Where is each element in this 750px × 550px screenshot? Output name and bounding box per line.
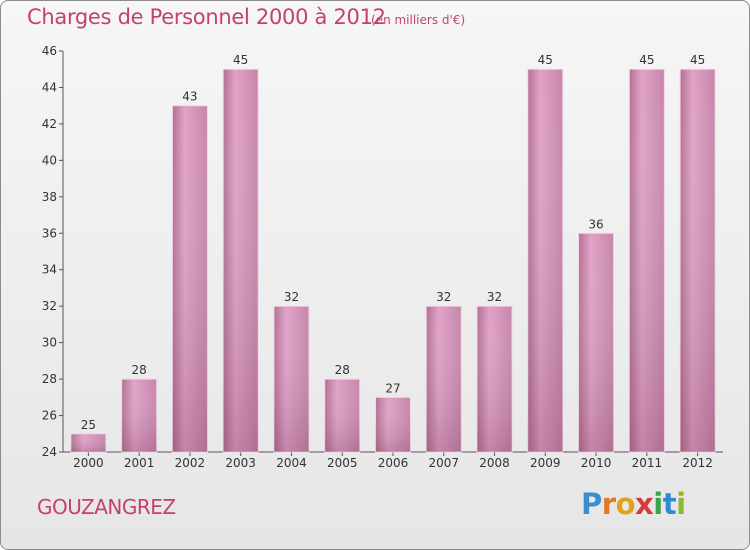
x-tick-label: 2002 bbox=[175, 456, 206, 470]
data-label: 25 bbox=[81, 418, 96, 432]
y-tick-label: 40 bbox=[42, 153, 57, 167]
data-labels: 25 28 43 45 32 28 27 32 32 45 36 45 45 bbox=[81, 53, 706, 432]
bar-shade bbox=[70, 433, 106, 452]
data-label: 45 bbox=[690, 53, 705, 67]
bar-shade bbox=[477, 306, 513, 452]
x-tick-label: 2008 bbox=[479, 456, 510, 470]
data-label: 28 bbox=[132, 363, 147, 377]
data-label: 45 bbox=[233, 53, 248, 67]
x-tick-label: 2001 bbox=[124, 456, 155, 470]
data-label: 32 bbox=[284, 290, 299, 304]
data-label: 28 bbox=[335, 363, 350, 377]
y-tick-label: 36 bbox=[42, 226, 57, 240]
x-tick-label: 2003 bbox=[225, 456, 256, 470]
bar-shade bbox=[578, 233, 614, 452]
y-tick-label: 42 bbox=[42, 117, 57, 131]
chart-unit: (en milliers d'€) bbox=[371, 13, 466, 27]
x-tick-label: 2006 bbox=[378, 456, 409, 470]
y-tick-label: 34 bbox=[42, 263, 57, 277]
y-tick-label: 46 bbox=[42, 44, 57, 58]
data-label: 27 bbox=[385, 381, 400, 395]
y-tick-label: 28 bbox=[42, 372, 57, 386]
y-tick-label: 44 bbox=[42, 80, 57, 94]
bar-shade bbox=[172, 105, 208, 452]
bar-shade bbox=[121, 379, 157, 452]
x-tick-label: 2011 bbox=[632, 456, 663, 470]
y-tick-label: 32 bbox=[42, 299, 57, 313]
x-tick-label: 2007 bbox=[428, 456, 459, 470]
y-tick-label: 38 bbox=[42, 190, 57, 204]
y-tick-label: 26 bbox=[42, 409, 57, 423]
proxiti-logo[interactable]: Proxiti bbox=[581, 487, 686, 521]
data-label: 32 bbox=[487, 290, 502, 304]
bar-shade bbox=[273, 306, 309, 452]
bar-shade bbox=[629, 69, 665, 453]
bar-shade bbox=[375, 397, 411, 452]
y-tick-label: 30 bbox=[42, 336, 57, 350]
chart-title: Charges de Personnel 2000 à 2012 bbox=[27, 5, 386, 29]
bars bbox=[70, 68, 716, 453]
bar-shade bbox=[223, 69, 259, 453]
data-label: 45 bbox=[538, 53, 553, 67]
bar-shade bbox=[680, 69, 716, 453]
data-label: 43 bbox=[182, 90, 197, 104]
bar-shade bbox=[324, 379, 360, 452]
y-axis: 24 26 28 30 32 34 36 38 40 42 44 46 bbox=[42, 44, 64, 459]
x-tick-label: 2010 bbox=[581, 456, 612, 470]
data-label: 36 bbox=[588, 217, 603, 231]
y-tick-label: 24 bbox=[42, 445, 57, 459]
x-tick-label: 2009 bbox=[530, 456, 561, 470]
commune-name: GOUZANGREZ bbox=[37, 495, 176, 519]
x-tick-label: 2005 bbox=[327, 456, 358, 470]
data-label: 32 bbox=[436, 290, 451, 304]
x-tick-label: 2000 bbox=[73, 456, 104, 470]
data-label: 45 bbox=[639, 53, 654, 67]
x-tick-label: 2012 bbox=[682, 456, 713, 470]
x-axis: 2000 2001 2002 2003 2004 2005 2006 2007 2008 2009… bbox=[63, 451, 723, 470]
bar-shade bbox=[426, 306, 462, 452]
x-tick-label: 2004 bbox=[276, 456, 307, 470]
bar-shade bbox=[527, 69, 563, 453]
